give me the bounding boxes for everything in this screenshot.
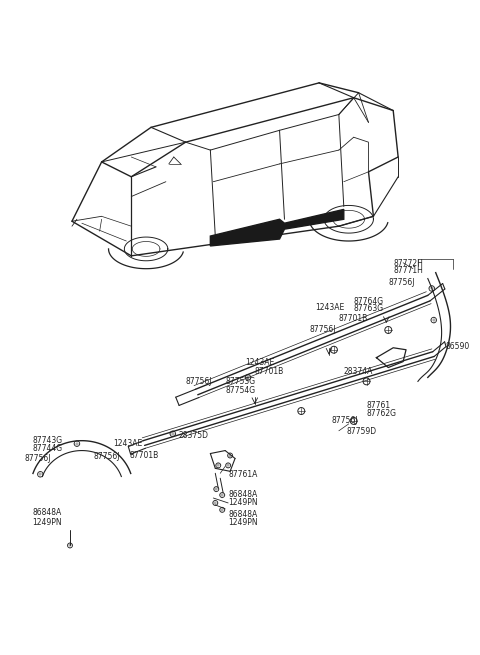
Text: 1243AE: 1243AE	[113, 439, 143, 448]
Text: 87771H: 87771H	[393, 266, 423, 274]
Text: 1243AE: 1243AE	[315, 303, 344, 312]
Text: 87756J: 87756J	[186, 377, 212, 386]
Text: 86590: 86590	[445, 342, 470, 351]
Text: 87743G: 87743G	[33, 436, 62, 445]
Text: 87761: 87761	[367, 401, 391, 410]
Text: 87744G: 87744G	[33, 443, 62, 453]
Polygon shape	[210, 210, 344, 246]
Text: 1243AE: 1243AE	[245, 358, 274, 367]
Text: 87759D: 87759D	[347, 427, 377, 436]
Text: 87764G: 87764G	[354, 297, 384, 307]
Text: 87756J: 87756J	[332, 416, 359, 425]
Text: 1249PN: 1249PN	[228, 517, 258, 527]
Text: 86848A: 86848A	[228, 490, 257, 499]
Text: 1249PN: 1249PN	[33, 517, 62, 527]
Text: 87763G: 87763G	[354, 305, 384, 313]
Text: 1249PN: 1249PN	[228, 498, 258, 507]
Text: 87701B: 87701B	[339, 314, 368, 323]
Text: 86848A: 86848A	[228, 510, 257, 519]
Text: 86848A: 86848A	[33, 508, 62, 517]
Text: 87701B: 87701B	[255, 367, 284, 375]
Text: 87756J: 87756J	[388, 278, 415, 287]
Text: 87754G: 87754G	[225, 386, 255, 396]
Text: 87761A: 87761A	[228, 470, 257, 479]
Text: 28374A: 28374A	[344, 367, 373, 375]
Text: 87701B: 87701B	[129, 451, 158, 460]
Text: 87753G: 87753G	[225, 377, 255, 386]
Text: 87772H: 87772H	[393, 259, 423, 268]
Text: 87756J: 87756J	[94, 451, 120, 460]
Text: 87756J: 87756J	[309, 325, 336, 334]
Text: 87756J: 87756J	[24, 453, 51, 462]
Text: 28375D: 28375D	[179, 431, 209, 440]
Text: 87762G: 87762G	[367, 409, 396, 418]
